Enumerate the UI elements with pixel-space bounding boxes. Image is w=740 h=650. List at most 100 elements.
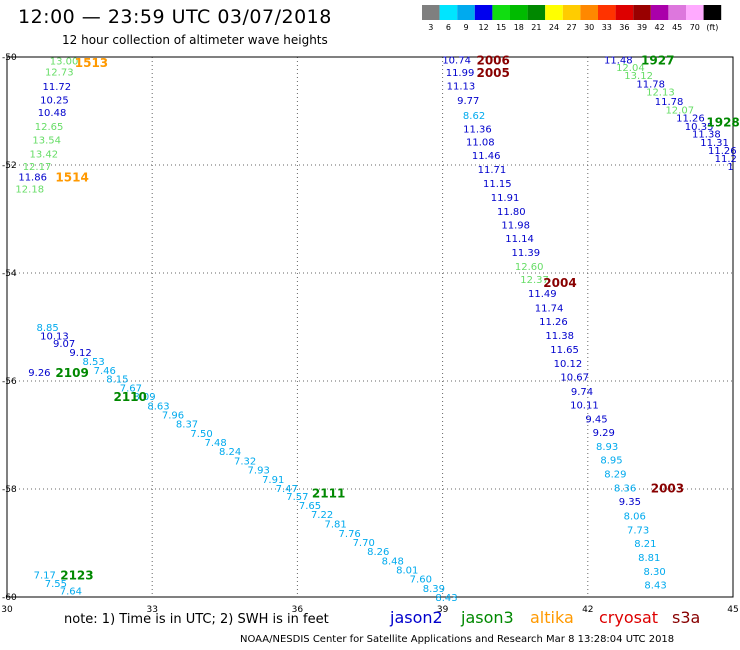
wave-height-value: 11.78 — [636, 80, 665, 91]
wave-height-value: 11.72 — [43, 82, 72, 93]
scale-swatch — [527, 5, 546, 20]
scale-tick-label: 39 — [637, 23, 647, 32]
scale-swatch — [562, 5, 581, 20]
scale-swatch — [686, 5, 704, 20]
wave-height-value: 7.32 — [234, 456, 256, 467]
wave-height-value: 13.54 — [32, 136, 61, 147]
wave-height-value: 11.36 — [463, 124, 492, 135]
legend-jason3: jason3 — [461, 608, 514, 627]
footer-note: note: 1) Time is in UTC; 2) SWH is in fe… — [64, 612, 329, 627]
wave-height-value: 13.42 — [29, 150, 58, 161]
pass-number-label: 2004 — [543, 276, 576, 290]
wave-height-value: 11.86 — [18, 172, 47, 183]
wave-height-value: 8.95 — [600, 455, 622, 466]
wave-height-value: 8.81 — [638, 553, 660, 564]
wave-height-value: 10.25 — [40, 96, 69, 107]
wave-height-value: 11.26 — [708, 146, 737, 157]
scale-tick-label: 9 — [463, 23, 468, 32]
y-tick-label: -60 — [2, 593, 17, 603]
scale-swatch — [492, 5, 510, 20]
scale-swatch — [457, 5, 475, 20]
wave-height-value: 7.50 — [190, 429, 212, 440]
scale-tick-label: 36 — [619, 23, 629, 32]
wave-height-value: 7.64 — [60, 587, 82, 598]
pass-number-label: 1927 — [641, 54, 674, 68]
axis-tick-labels: 30 33 36 39 42 45 -50 -52 -54 -56 -58 -60 — [1, 53, 738, 615]
x-tick-label: 45 — [727, 605, 738, 615]
wave-height-value: 11.31 — [700, 138, 729, 149]
wave-height-value: 9.12 — [69, 348, 91, 359]
wave-height-value: 11.65 — [550, 345, 579, 356]
scale-swatch — [510, 5, 528, 20]
wave-height-value: 7.17 — [34, 570, 56, 581]
wave-height-value: 9.07 — [53, 339, 75, 350]
wave-height-value: 8.43 — [435, 593, 457, 604]
wave-height-value: 11.91 — [491, 193, 520, 204]
scale-swatch — [439, 5, 458, 20]
wave-height-value: 8.09 — [133, 392, 155, 403]
scale-tick-label: 6 — [446, 23, 451, 32]
wave-height-value: 8.39 — [423, 584, 445, 595]
wave-height-value: 8.36 — [614, 483, 636, 494]
wave-height-value: 8.63 — [147, 401, 169, 412]
scale-tick-label: 42 — [655, 23, 665, 32]
chart-grid — [6, 56, 734, 598]
scale-tick-label: 27 — [567, 23, 577, 32]
y-tick-label: -50 — [2, 53, 17, 63]
x-tick-label: 39 — [437, 605, 449, 615]
wave-height-value: 11.13 — [447, 82, 476, 93]
wave-height-value: 7.93 — [248, 466, 270, 477]
scale-tick-label: 45 — [672, 23, 682, 32]
wave-height-value: 12.13 — [646, 88, 675, 99]
wave-height-value: 11.74 — [535, 304, 564, 315]
wave-height-value: 7.46 — [94, 366, 116, 377]
wave-height-value: 12.18 — [15, 184, 44, 195]
wave-height-value: 11.80 — [497, 207, 526, 218]
x-tick-label: 30 — [1, 605, 13, 615]
wave-height-value: 11.46 — [472, 151, 501, 162]
pass-number-label: 1928 — [706, 115, 739, 129]
scale-swatch — [668, 5, 686, 20]
legend-s3a: s3a — [672, 608, 701, 627]
scale-swatch — [422, 5, 440, 20]
wave-height-value: 12.60 — [515, 262, 544, 273]
legend-altika: altika — [530, 608, 574, 627]
pass-number-label: 2111 — [312, 486, 345, 500]
chart-title: 12:00 — 23:59 UTC 03/07/2018 — [18, 6, 332, 28]
wave-height-value: 8.06 — [624, 512, 646, 523]
scale-tick-label: 33 — [602, 23, 612, 32]
scale-swatch — [580, 5, 598, 20]
wave-height-value: 10.74 — [442, 56, 471, 67]
scale-swatch — [598, 5, 616, 20]
legend-jason2: jason2 — [390, 608, 443, 627]
wave-height-value: 8.26 — [367, 547, 389, 558]
wave-height-value: 11.15 — [483, 179, 512, 190]
pass-number-label: 2110 — [113, 390, 146, 404]
y-tick-label: -54 — [2, 269, 17, 279]
wave-height-value: 11.14 — [505, 234, 534, 245]
wave-height-value: 7.81 — [325, 520, 347, 531]
wave-height-value: 11.98 — [501, 220, 530, 231]
scale-swatch — [474, 5, 493, 20]
pass-number-label: 2006 — [476, 54, 509, 68]
wave-height-value: 8.30 — [643, 567, 665, 578]
wave-height-value: 8.01 — [396, 566, 418, 577]
wave-height-value: 9.35 — [619, 497, 641, 508]
scale-swatch — [545, 5, 563, 20]
wave-height-value: 7.73 — [627, 526, 649, 537]
wave-height-value: 7.57 — [286, 492, 308, 503]
scale-tick-label: 15 — [496, 23, 506, 32]
wave-height-value: 7.48 — [204, 438, 226, 449]
wave-height-value: 11.2 — [715, 154, 737, 165]
wave-height-value: 1 — [727, 162, 733, 173]
pass-number-label: 1513 — [75, 56, 108, 70]
chart-subtitle: 12 hour collection of altimeter wave hei… — [62, 33, 328, 47]
wave-height-value: 7.70 — [353, 538, 375, 549]
scale-swatch — [703, 5, 722, 20]
wave-height-value: 8.29 — [604, 469, 626, 480]
wave-height-value: 11.38 — [545, 331, 574, 342]
wave-height-value: 13.12 — [624, 71, 653, 82]
